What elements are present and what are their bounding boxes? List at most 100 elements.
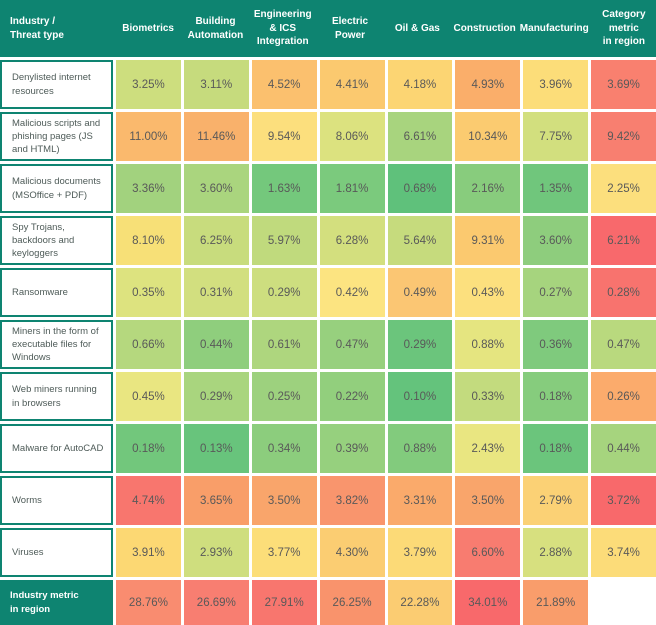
- heatmap-cell: 0.26%: [591, 372, 656, 421]
- heatmap-cell: 0.13%: [183, 424, 249, 473]
- heatmap-cell: 6.21%: [591, 216, 656, 265]
- heatmap-cell: 2.43%: [455, 424, 521, 473]
- row-label: Malicious documents (MSOffice + PDF): [0, 164, 113, 213]
- heatmap-cell: 4.30%: [319, 528, 385, 577]
- heatmap-cell: 0.18%: [523, 424, 589, 473]
- heatmap-cell: 3.77%: [251, 528, 317, 577]
- heatmap-cell: 9.42%: [591, 112, 656, 161]
- heatmap-cell: 0.25%: [251, 372, 317, 421]
- heatmap-cell: 0.18%: [116, 424, 181, 473]
- column-header: Oil & Gas: [394, 22, 440, 34]
- heatmap-cell: 5.64%: [387, 216, 453, 265]
- heatmap-cell: 11.46%: [183, 112, 249, 161]
- heatmap-cell: 0.47%: [319, 320, 385, 369]
- heatmap-cell: 2.16%: [455, 164, 521, 213]
- heatmap-cell: 6.25%: [183, 216, 249, 265]
- heatmap-cell: 3.72%: [591, 476, 656, 525]
- heatmap-cell: 0.39%: [319, 424, 385, 473]
- heatmap-cell: 0.29%: [251, 268, 317, 317]
- heatmap-cell: 8.10%: [116, 216, 181, 265]
- heatmap-cell: 6.60%: [455, 528, 521, 577]
- heatmap-cell: 6.28%: [319, 216, 385, 265]
- heatmap-cell: 22.28%: [387, 580, 453, 625]
- heatmap-cell: 1.35%: [523, 164, 589, 213]
- heatmap-cell: 0.29%: [183, 372, 249, 421]
- heatmap-cell: 0.43%: [455, 268, 521, 317]
- heatmap-cell: 0.27%: [523, 268, 589, 317]
- column-header: Engineering & ICS Integration: [253, 9, 312, 48]
- empty-cell: [591, 580, 656, 625]
- heatmap-cell: 1.81%: [319, 164, 385, 213]
- heatmap-cell: 3.91%: [116, 528, 181, 577]
- heatmap-cell: 0.49%: [387, 268, 453, 317]
- heatmap-cell: 0.68%: [387, 164, 453, 213]
- row-label: Malware for AutoCAD: [0, 424, 113, 473]
- column-header: Category metric in region: [602, 9, 646, 48]
- heatmap-cell: 3.31%: [387, 476, 453, 525]
- heatmap-cell: 0.44%: [183, 320, 249, 369]
- heatmap-cell: 3.79%: [387, 528, 453, 577]
- heatmap-cell: 4.74%: [116, 476, 181, 525]
- heatmap-cell: 5.97%: [251, 216, 317, 265]
- heatmap-cell: 21.89%: [523, 580, 589, 625]
- heatmap-cell: 3.96%: [523, 60, 589, 109]
- heatmap-cell: 4.93%: [455, 60, 521, 109]
- heatmap-cell: 3.65%: [183, 476, 249, 525]
- heatmap-cell: 3.11%: [183, 60, 249, 109]
- heatmap-cell: 26.69%: [183, 580, 249, 625]
- heatmap-cell: 0.35%: [116, 268, 181, 317]
- heatmap-cell: 9.31%: [455, 216, 521, 265]
- heatmap-cell: 1.63%: [251, 164, 317, 213]
- heatmap-cell: 0.10%: [387, 372, 453, 421]
- row-label: Spy Trojans, backdoors and keyloggers: [0, 216, 113, 265]
- heatmap-body: Denylisted internet resources 3.25% 3.11% 4…: [0, 57, 656, 625]
- heatmap-cell: 34.01%: [455, 580, 521, 625]
- heatmap-cell: 6.61%: [387, 112, 453, 161]
- heatmap-cell: 0.34%: [251, 424, 317, 473]
- heatmap-cell: 3.60%: [523, 216, 589, 265]
- heatmap-cell: 3.36%: [116, 164, 181, 213]
- heatmap-cell: 0.45%: [116, 372, 181, 421]
- row-label: Ransomware: [0, 268, 113, 317]
- column-header: Manufacturing: [519, 22, 589, 34]
- heatmap-cell: 2.93%: [183, 528, 249, 577]
- row-label: Viruses: [0, 528, 113, 577]
- heatmap-cell: 4.41%: [319, 60, 385, 109]
- heatmap-cell: 0.66%: [116, 320, 181, 369]
- heatmap-cell: 8.06%: [319, 112, 385, 161]
- heatmap-cell: 3.50%: [251, 476, 317, 525]
- heatmap-cell: 0.88%: [387, 424, 453, 473]
- column-header: Biometrics: [122, 22, 174, 34]
- heatmap-cell: 2.88%: [523, 528, 589, 577]
- heatmap-cell: 0.22%: [319, 372, 385, 421]
- row-label: Malicious scripts and phishing pages (JS…: [0, 112, 113, 161]
- heatmap-cell: 2.25%: [591, 164, 656, 213]
- footer-row-label: Industry metric in region: [0, 580, 113, 625]
- heatmap-cell: 0.61%: [251, 320, 317, 369]
- heatmap-cell: 3.50%: [455, 476, 521, 525]
- heatmap-cell: 0.28%: [591, 268, 656, 317]
- heatmap-cell: 9.54%: [251, 112, 317, 161]
- heatmap-cell: 0.47%: [591, 320, 656, 369]
- header-corner-label: Industry / Threat type: [10, 16, 64, 41]
- heatmap-cell: 0.88%: [455, 320, 521, 369]
- row-label: Worms: [0, 476, 113, 525]
- column-header: Electric Power: [331, 16, 369, 41]
- heatmap-cell: 0.18%: [523, 372, 589, 421]
- heatmap-cell: 0.33%: [455, 372, 521, 421]
- heatmap-cell: 28.76%: [116, 580, 181, 625]
- heatmap-cell: 4.18%: [387, 60, 453, 109]
- heatmap-cell: 3.69%: [591, 60, 656, 109]
- row-label: Denylisted internet resources: [0, 60, 113, 109]
- heatmap-cell: 4.52%: [251, 60, 317, 109]
- column-header: Construction: [453, 22, 516, 34]
- heatmap-cell: 0.44%: [591, 424, 656, 473]
- heatmap-cell: 3.60%: [183, 164, 249, 213]
- heatmap-cell: 3.82%: [319, 476, 385, 525]
- heatmap-cell: 2.79%: [523, 476, 589, 525]
- row-label: Miners in the form of executable files f…: [0, 320, 113, 369]
- heatmap-cell: 27.91%: [251, 580, 317, 625]
- header-row: Industry / Threat type Biometrics Buildin…: [0, 0, 656, 57]
- heatmap-cell: 0.31%: [183, 268, 249, 317]
